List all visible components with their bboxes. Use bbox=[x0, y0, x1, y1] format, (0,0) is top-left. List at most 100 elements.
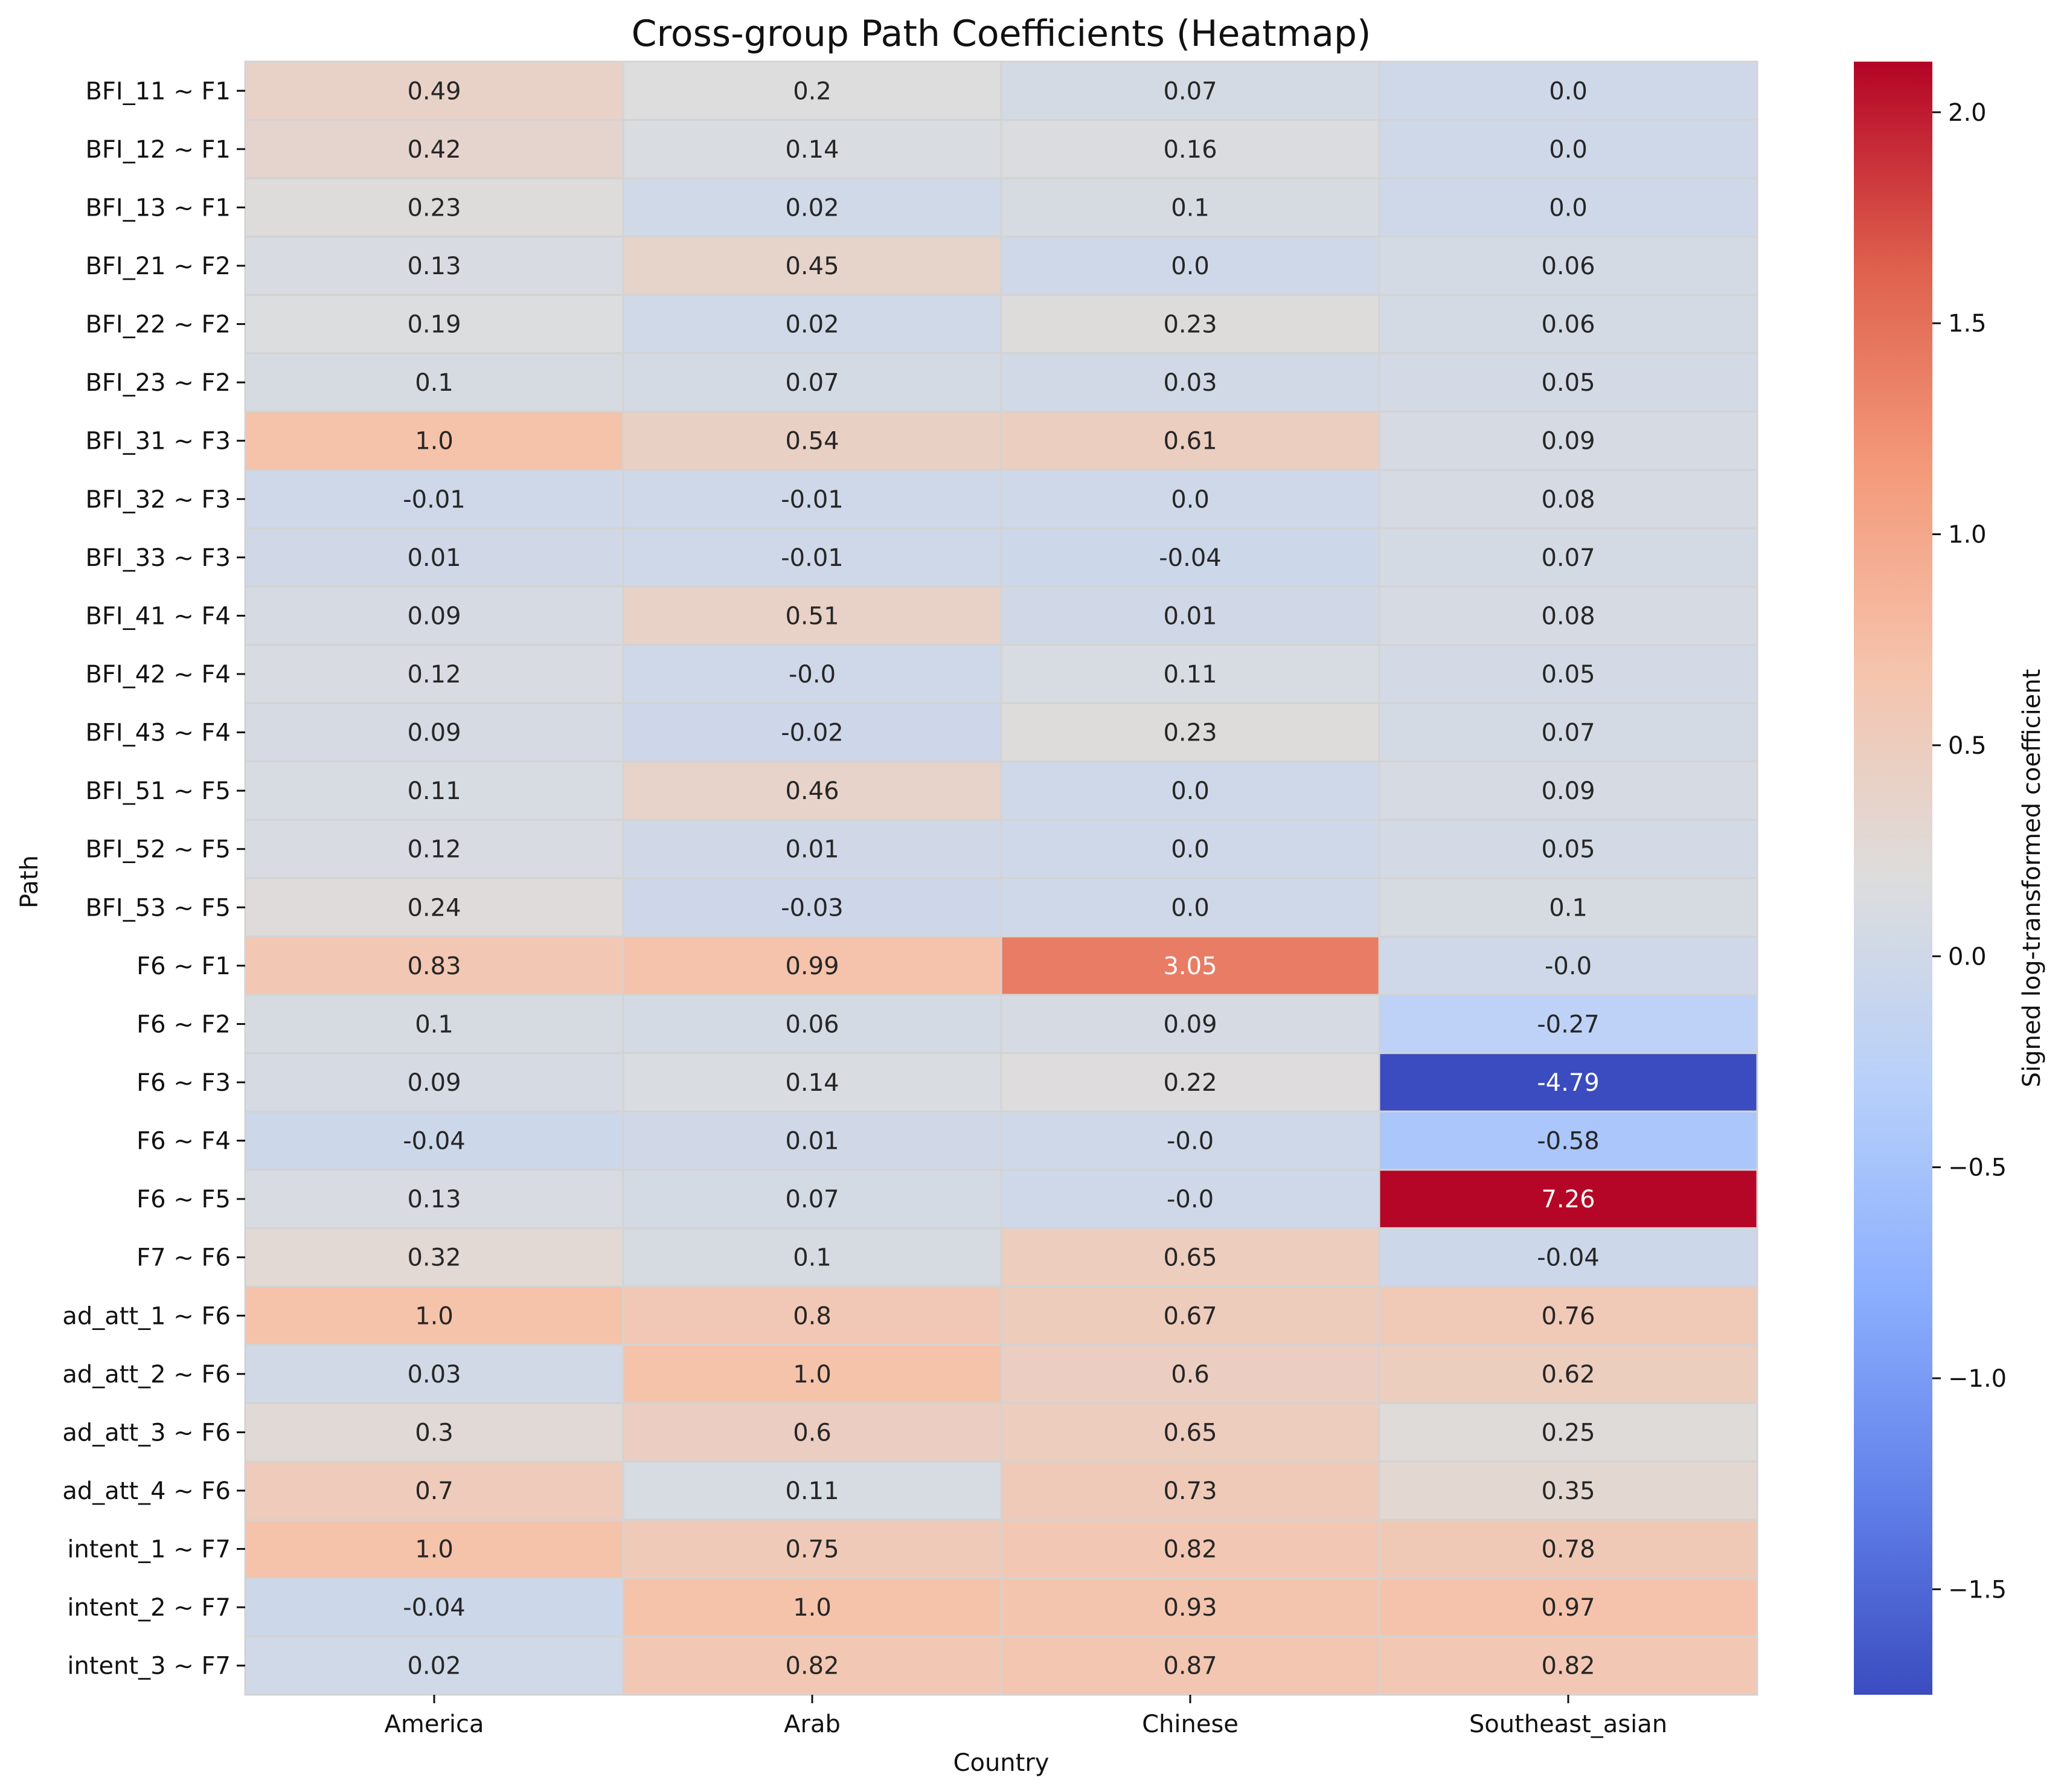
cell-value-label: 0.02 bbox=[785, 194, 839, 222]
heatmap-cell bbox=[1378, 1577, 1758, 1637]
heatmap-cell bbox=[622, 1052, 1002, 1113]
x-tick-label: Chinese bbox=[1142, 1710, 1239, 1738]
cell-value-label: 3.05 bbox=[1163, 952, 1217, 980]
cell-value-label: 0.0 bbox=[1171, 894, 1210, 922]
heatmap-cell bbox=[1378, 410, 1758, 471]
cell-value-label: 0.6 bbox=[1171, 1361, 1210, 1389]
cell-value-label: 0.08 bbox=[1541, 602, 1595, 630]
y-tick-label: BFI_51 ~ F5 bbox=[85, 777, 231, 805]
heatmap-cell bbox=[1000, 994, 1380, 1055]
cell-value-label: 0.09 bbox=[1541, 777, 1595, 805]
heatmap-cell bbox=[622, 994, 1002, 1055]
cell-value-label: 0.23 bbox=[1163, 719, 1217, 747]
heatmap-cell bbox=[244, 410, 624, 471]
cell-value-label: 0.1 bbox=[793, 1244, 832, 1272]
cell-value-label: 0.25 bbox=[1541, 1419, 1595, 1447]
colorbar-tick-label: −1.5 bbox=[1948, 1576, 2007, 1604]
cell-value-label: 0.0 bbox=[1171, 252, 1210, 280]
heatmap-cell bbox=[1000, 1110, 1380, 1171]
heatmap-cell bbox=[1378, 644, 1758, 704]
cell-value-label: 0.6 bbox=[793, 1419, 832, 1447]
cell-value-label: 0.11 bbox=[785, 1477, 839, 1505]
heatmap-cell bbox=[1000, 294, 1380, 355]
cell-value-label: 0.0 bbox=[1549, 194, 1588, 222]
y-tick-label: BFI_23 ~ F2 bbox=[85, 369, 231, 397]
heatmap-cell bbox=[1000, 877, 1380, 938]
heatmap-cell bbox=[1000, 1169, 1380, 1229]
cell-value-label: 0.13 bbox=[407, 1186, 461, 1213]
heatmap-cell bbox=[1378, 527, 1758, 588]
heatmap-cell bbox=[1378, 1227, 1758, 1288]
y-tick-label: ad_att_3 ~ F6 bbox=[62, 1419, 231, 1447]
cell-value-label: 0.1 bbox=[1171, 194, 1210, 222]
colorbar-tick-label: 1.5 bbox=[1948, 310, 1987, 338]
chart-title: Cross-group Path Coefficients (Heatmap) bbox=[632, 13, 1371, 55]
cell-value-label: 0.2 bbox=[793, 77, 832, 105]
y-tick-label: F6 ~ F4 bbox=[136, 1128, 231, 1155]
heatmap-cell bbox=[244, 760, 624, 821]
heatmap-cell bbox=[1378, 352, 1758, 413]
cell-value-label: -0.03 bbox=[781, 894, 844, 922]
heatmap-cell bbox=[1378, 177, 1758, 238]
cell-value-label: 7.26 bbox=[1541, 1186, 1595, 1213]
cell-value-label: -0.01 bbox=[781, 486, 844, 513]
cell-value-label: 1.0 bbox=[793, 1361, 832, 1389]
cell-value-label: 0.65 bbox=[1163, 1244, 1217, 1272]
heatmap-cell bbox=[1000, 818, 1380, 879]
cell-value-label: -0.04 bbox=[1159, 544, 1222, 572]
y-tick-label: F6 ~ F5 bbox=[136, 1186, 231, 1213]
cell-value-label: 0.11 bbox=[1163, 661, 1217, 689]
colorbar-tick-label: 0.0 bbox=[1948, 943, 1987, 971]
y-tick-label: ad_att_4 ~ F6 bbox=[62, 1477, 231, 1505]
heatmap-cell bbox=[1378, 760, 1758, 821]
heatmap-cell bbox=[622, 644, 1002, 704]
heatmap-cell bbox=[1000, 352, 1380, 413]
colorbar bbox=[1854, 62, 1932, 1695]
cell-value-label: 0.05 bbox=[1541, 836, 1595, 864]
cell-value-label: 0.65 bbox=[1163, 1419, 1217, 1447]
cell-value-label: 0.99 bbox=[785, 952, 839, 980]
heatmap-cell bbox=[1378, 1285, 1758, 1346]
cell-value-label: -0.0 bbox=[1167, 1186, 1214, 1213]
cell-value-label: 0.01 bbox=[785, 1128, 839, 1155]
cell-value-label: 0.32 bbox=[407, 1244, 461, 1272]
cell-value-label: 0.67 bbox=[1163, 1302, 1217, 1330]
cell-value-label: 1.0 bbox=[793, 1594, 832, 1622]
heatmap-cell bbox=[1378, 1518, 1758, 1579]
cell-value-label: -0.01 bbox=[403, 486, 466, 513]
heatmap-cell bbox=[1000, 60, 1380, 121]
heatmap-cell bbox=[1000, 585, 1380, 646]
y-tick-label: BFI_13 ~ F1 bbox=[85, 194, 231, 222]
cell-value-label: 1.0 bbox=[415, 1536, 454, 1564]
cell-value-label: 0.06 bbox=[1541, 252, 1595, 280]
cell-value-label: 0.01 bbox=[785, 836, 839, 864]
x-axis-label: Country bbox=[953, 1749, 1050, 1777]
heatmap-cell bbox=[1378, 1635, 1758, 1696]
x-tick-label: Arab bbox=[784, 1710, 841, 1738]
heatmap-cell bbox=[1378, 236, 1758, 296]
cell-value-label: -0.02 bbox=[781, 719, 844, 747]
cell-value-label: 0.09 bbox=[1163, 1010, 1217, 1038]
heatmap-cell bbox=[1378, 818, 1758, 879]
cell-value-label: 0.54 bbox=[785, 428, 839, 455]
cell-value-label: 1.0 bbox=[415, 1302, 454, 1330]
y-tick-label: intent_1 ~ F7 bbox=[67, 1536, 231, 1564]
cell-value-label: 0.87 bbox=[1163, 1652, 1217, 1680]
y-tick-label: BFI_22 ~ F2 bbox=[85, 311, 231, 339]
x-tick-labels: America Arab Chinese Southeast_asian bbox=[385, 1695, 1667, 1738]
heatmap-cell bbox=[622, 1169, 1002, 1229]
heatmap-cell bbox=[622, 60, 1002, 121]
heatmap-cell bbox=[622, 818, 1002, 879]
cell-value-label: 0.12 bbox=[407, 836, 461, 864]
cell-value-label: 0.62 bbox=[1541, 1361, 1595, 1389]
heatmap-cell bbox=[1000, 1402, 1380, 1463]
x-tick-label: Southeast_asian bbox=[1469, 1710, 1667, 1738]
y-tick-label: BFI_11 ~ F1 bbox=[85, 77, 231, 105]
heatmap-cell bbox=[1378, 702, 1758, 763]
cell-value-label: 0.01 bbox=[1163, 602, 1217, 630]
cell-value-label: 0.7 bbox=[415, 1477, 454, 1505]
y-tick-label: intent_2 ~ F7 bbox=[67, 1594, 231, 1622]
heatmap-cell bbox=[1378, 1110, 1758, 1171]
y-tick-label: BFI_31 ~ F3 bbox=[85, 428, 231, 455]
